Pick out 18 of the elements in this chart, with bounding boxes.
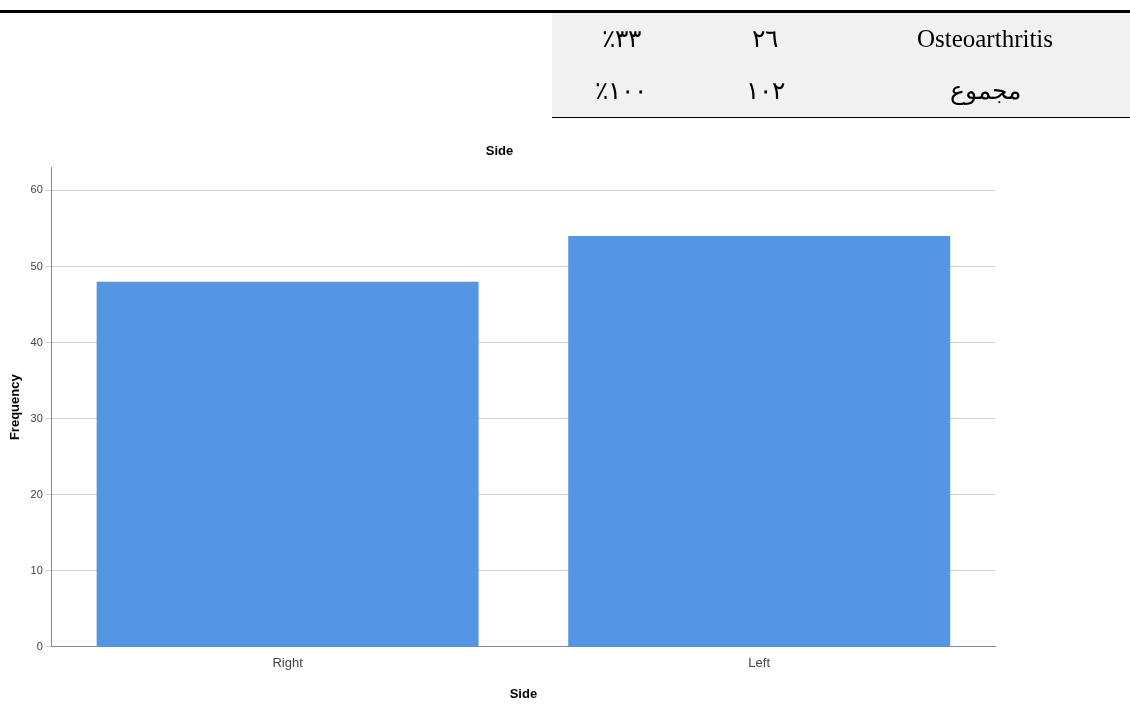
text: ١٠٢ <box>744 76 786 106</box>
x-axis-title: Side <box>509 685 538 701</box>
y-tick-label: 30 <box>30 411 43 424</box>
y-tick-label: 10 <box>30 563 43 576</box>
y-tick-label: 50 <box>30 259 43 272</box>
text: ١٠٠٪ <box>594 76 648 106</box>
text: ٢٦ <box>751 24 779 54</box>
x-tick-label: Right <box>272 655 304 671</box>
chart-title: Side <box>485 143 514 159</box>
text: مجموع <box>948 76 1022 107</box>
y-tick-label: 0 <box>36 639 43 652</box>
y-tick-label: 20 <box>30 487 43 500</box>
y-tick-label: 60 <box>30 183 43 196</box>
y-axis-title: Frequency <box>7 373 23 441</box>
y-tick-label: 40 <box>30 335 43 348</box>
x-tick-label: Left <box>748 655 771 671</box>
text: ٣٣٪ <box>600 24 642 54</box>
text: Osteoarthritis <box>915 24 1055 54</box>
